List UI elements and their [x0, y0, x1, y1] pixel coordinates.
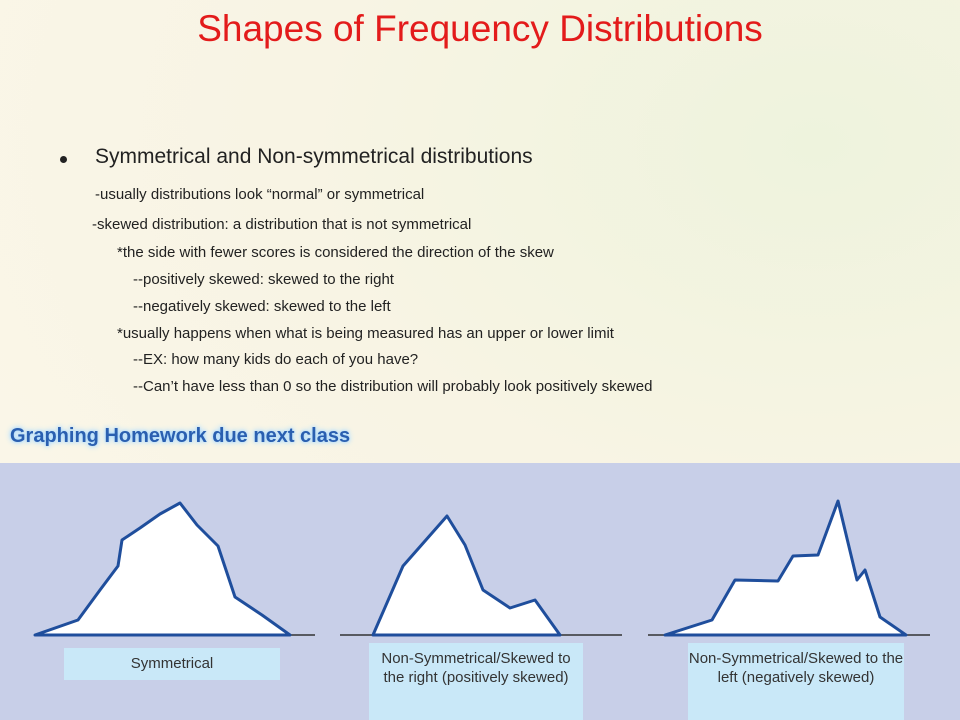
- homework-banner: Graphing Homework due next class: [10, 425, 351, 447]
- shape-label: Non-Symmetrical/Skewed to the left (nega…: [688, 650, 904, 686]
- text-line: *usually happens when what is being meas…: [117, 325, 614, 342]
- slide-title: Shapes of Frequency Distributions: [197, 8, 763, 49]
- text-line: --negatively skewed: skewed to the left: [133, 298, 391, 315]
- text-line: -skewed distribution: a distribution tha…: [92, 216, 472, 233]
- shape-label: Symmetrical: [130, 655, 214, 672]
- text-line: -usually distributions look “normal” or …: [95, 186, 425, 203]
- text-line: --Can’t have less than 0 so the distribu…: [133, 378, 653, 395]
- symmetrical-shape: [33, 501, 292, 637]
- shape-label-box: Non-Symmetrical/Skewed to the left (nega…: [688, 643, 904, 720]
- bullet-text: Symmetrical and Non-symmetrical distribu…: [95, 145, 533, 168]
- shape-label-box: Non-Symmetrical/Skewed to the right (pos…: [369, 643, 583, 720]
- text-line: --EX: how many kids do each of you have?: [133, 351, 419, 368]
- bullet-dot: [60, 156, 67, 163]
- shape-label: Non-Symmetrical/Skewed to the right (pos…: [381, 650, 571, 686]
- shape-label-box: Symmetrical: [64, 648, 280, 680]
- text-line: *the side with fewer scores is considere…: [117, 244, 554, 261]
- left-skew-shape: [663, 499, 908, 637]
- right-skew-shape: [371, 514, 562, 637]
- text-line: --positively skewed: skewed to the right: [133, 271, 394, 288]
